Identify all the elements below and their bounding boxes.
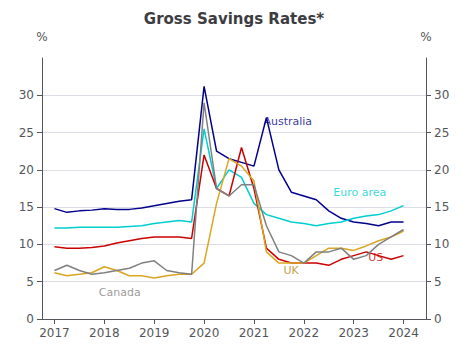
svg-text:Euro area: Euro area (333, 186, 386, 199)
svg-text:2021: 2021 (239, 326, 270, 340)
svg-text:2023: 2023 (338, 326, 369, 340)
svg-text:US: US (368, 250, 384, 264)
svg-text:10: 10 (19, 237, 34, 251)
svg-text:2017: 2017 (39, 326, 70, 340)
svg-text:%: % (36, 30, 47, 44)
svg-text:10: 10 (434, 237, 449, 251)
svg-text:0: 0 (26, 312, 34, 326)
svg-text:20: 20 (434, 163, 449, 177)
svg-text:25: 25 (19, 126, 34, 140)
svg-text:%: % (420, 30, 431, 44)
svg-text:UK: UK (283, 264, 299, 277)
svg-text:15: 15 (434, 200, 449, 214)
svg-text:2022: 2022 (289, 326, 320, 340)
svg-text:2018: 2018 (89, 326, 120, 340)
svg-text:Australia: Australia (263, 115, 312, 128)
svg-text:2024: 2024 (388, 326, 419, 340)
svg-text:15: 15 (19, 200, 34, 214)
svg-text:5: 5 (434, 275, 442, 289)
svg-text:0: 0 (434, 312, 442, 326)
svg-text:2020: 2020 (189, 326, 220, 340)
svg-text:25: 25 (434, 126, 449, 140)
svg-text:Canada: Canada (99, 286, 141, 299)
svg-text:2019: 2019 (139, 326, 170, 340)
svg-text:20: 20 (19, 163, 34, 177)
svg-text:5: 5 (26, 275, 34, 289)
svg-text:Gross Savings Rates*: Gross Savings Rates* (144, 10, 324, 28)
svg-text:30: 30 (19, 88, 34, 102)
svg-text:30: 30 (434, 88, 449, 102)
